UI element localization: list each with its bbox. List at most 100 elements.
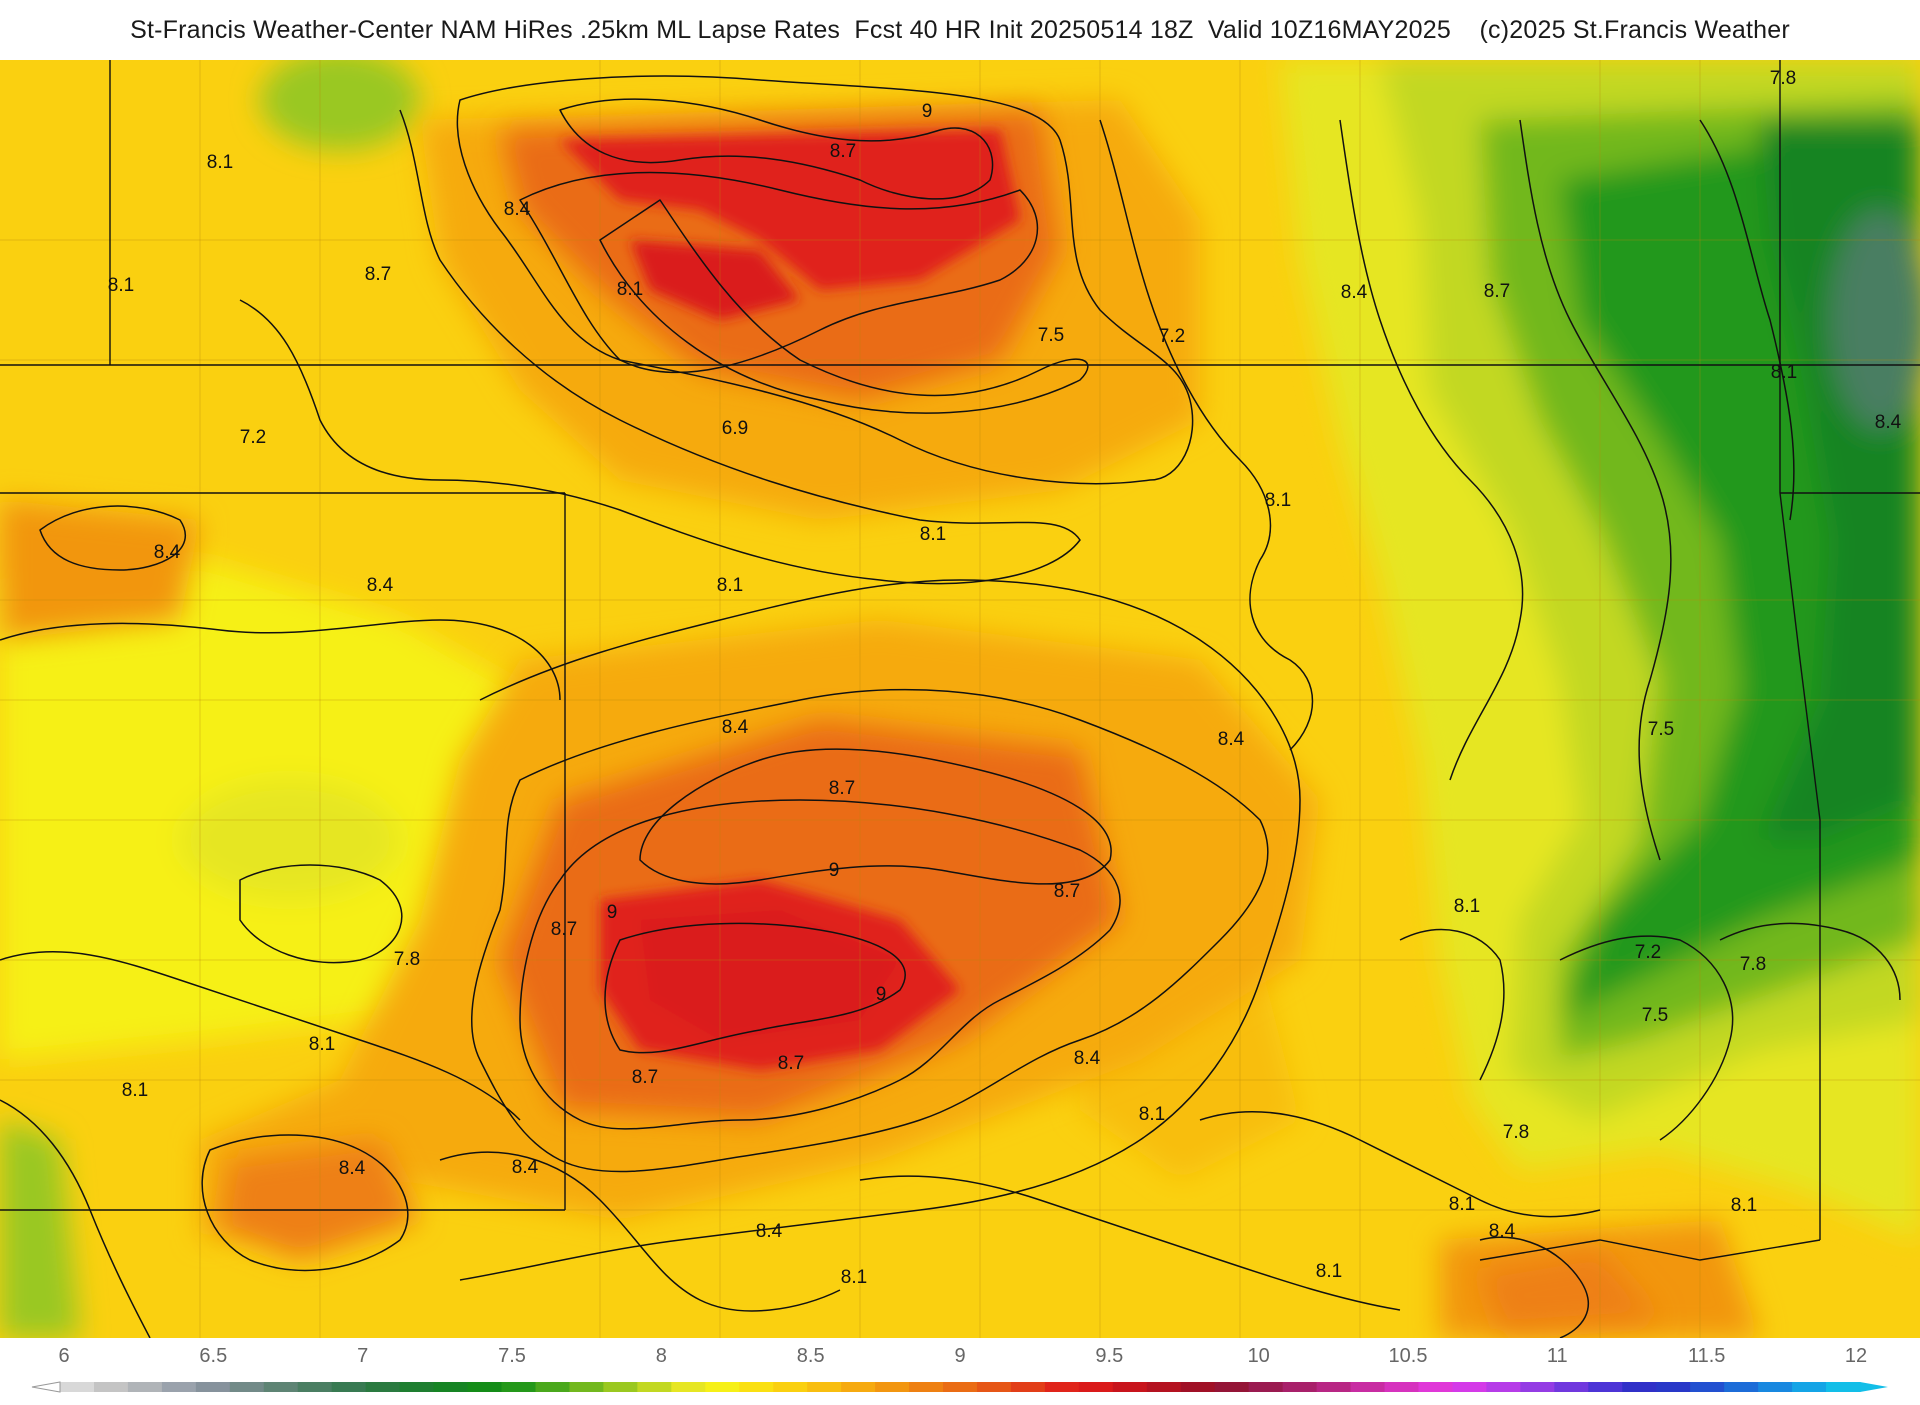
colorbar-tick-label: 7.5 (498, 1345, 526, 1367)
contour-label: 8.4 (512, 1157, 539, 1178)
colorbar-swatch (1350, 1382, 1386, 1392)
contour-label: 8.1 (717, 575, 743, 596)
contour-label: 7.2 (240, 427, 266, 448)
colorbar-swatch (875, 1382, 910, 1392)
colorbar-swatch (1180, 1382, 1216, 1392)
colorbar-tick-label: 11 (1547, 1345, 1568, 1367)
contour-label: 8.4 (504, 199, 531, 220)
contour-label: 9 (607, 902, 618, 923)
contour-label: 8.1 (617, 279, 643, 300)
colorbar-swatch (671, 1382, 706, 1392)
contour-label: 8.7 (551, 919, 577, 940)
colorbar-svg: 6 6.5 7 7.5 8 8.5 9 9.5 10 10.5 11 11.5 12 (31, 1345, 1888, 1393)
colorbar-swatch (60, 1382, 95, 1392)
contour-label: 7.2 (1635, 942, 1661, 963)
contour-label: 8.1 (841, 1267, 867, 1288)
contour-label: 7.2 (1159, 326, 1185, 347)
colorbar-swatch (195, 1382, 231, 1392)
contour-label: 8.7 (1054, 881, 1080, 902)
colorbar-swatch (1486, 1382, 1521, 1392)
colorbar-swatch (399, 1382, 435, 1392)
contour-label: 7.5 (1642, 1005, 1668, 1026)
contour-label: 8.4 (1341, 282, 1368, 303)
colorbar-swatch (1248, 1382, 1284, 1392)
contour-label: 8.1 (1265, 490, 1291, 511)
colorbar-swatch (1554, 1382, 1589, 1392)
colorbar-tick-label: 6.5 (199, 1345, 227, 1367)
colorbar-swatch (1316, 1382, 1352, 1392)
contour-label: 8.4 (1218, 729, 1245, 750)
colorbar-swatch (976, 1382, 1012, 1392)
contour-label: 8.7 (829, 778, 855, 799)
contour-label: 8.4 (722, 717, 749, 738)
colorbar-tick-labels: 6 6.5 7 7.5 8 8.5 9 9.5 10 10.5 11 11.5 12 (58, 1345, 1867, 1367)
contour-label: 8.7 (632, 1067, 658, 1088)
title-bar: St-Francis Weather-Center NAM HiRes .25k… (0, 0, 1920, 60)
colorbar-swatch (943, 1382, 978, 1392)
colorbar-tick-label: 10.5 (1389, 1345, 1428, 1367)
colorbar-tick-label: 10 (1248, 1345, 1270, 1367)
colorbar-low-arrow (31, 1381, 61, 1393)
state-and-county-boundaries (0, 60, 1920, 1338)
contour-label: 8.1 (122, 1080, 148, 1101)
contour-label: 9 (829, 860, 840, 881)
contour-label: 6.9 (722, 418, 748, 439)
contour-label: 8.1 (309, 1034, 335, 1055)
colorbar-swatch (127, 1382, 163, 1392)
colorbar-tick-label: 12 (1845, 1345, 1867, 1367)
colorbar-swatch (1520, 1382, 1555, 1392)
colorbar-swatch (1384, 1382, 1420, 1392)
colorbar-swatch (1214, 1382, 1250, 1392)
contour-label: 7.8 (1503, 1122, 1529, 1143)
contour-label: 8.1 (108, 275, 134, 296)
contour-label: 8.1 (920, 524, 946, 545)
colorbar-swatch (569, 1382, 604, 1392)
contour-label: 7.8 (394, 949, 420, 970)
lapse-rate-contours (0, 75, 1901, 1338)
colorbar-swatch (841, 1382, 876, 1392)
contour-label: 8.1 (1731, 1195, 1757, 1216)
contour-label: 7.8 (1770, 68, 1796, 89)
contour-label: 8.4 (756, 1221, 783, 1242)
colorbar-swatch (365, 1382, 401, 1392)
contour-label: 8.4 (154, 542, 181, 563)
colorbar-gradient (31, 1381, 1888, 1393)
colorbar-swatch (467, 1382, 503, 1392)
contour-label: 8.7 (830, 141, 856, 162)
colorbar-swatch (1656, 1382, 1691, 1392)
colorbar-high-arrow (1860, 1382, 1888, 1392)
contour-label: 8.1 (207, 152, 233, 173)
colorbar-swatch (1452, 1382, 1488, 1392)
contour-label: 9 (922, 101, 933, 122)
colorbar-swatch (1078, 1382, 1114, 1392)
colorbar-swatch (1418, 1382, 1454, 1392)
colorbar-swatch (1010, 1382, 1046, 1392)
colorbar-tick-label: 6 (58, 1345, 69, 1367)
contour-label: 8.4 (367, 575, 394, 596)
lapse-rate-map: 9 8.7 8.1 8.4 8.1 8.7 8.1 8.4 8.7 7.8 7.5 7.2 8.1 8.4… (0, 60, 1920, 1338)
colorbar-swatch (297, 1382, 333, 1392)
colorbar-swatch (1588, 1382, 1623, 1392)
contour-label: 8.7 (778, 1053, 804, 1074)
colorbar-tick-label: 8.5 (797, 1345, 825, 1367)
contour-label: 8.4 (1074, 1048, 1101, 1069)
colorbar-swatch (603, 1382, 638, 1392)
colorbar-swatch (1826, 1382, 1861, 1392)
contour-label: 8.1 (1454, 896, 1480, 917)
contour-label: 7.5 (1648, 719, 1674, 740)
colorbar-swatch (535, 1382, 571, 1392)
contour-label: 9 (876, 984, 887, 1005)
colorbar: 6 6.5 7 7.5 8 8.5 9 9.5 10 10.5 11 11.5 12 (0, 1338, 1920, 1400)
colorbar-swatch (1112, 1382, 1148, 1392)
colorbar-swatch (1282, 1382, 1318, 1392)
colorbar-swatch (1758, 1382, 1793, 1392)
colorbar-swatch (1724, 1382, 1759, 1392)
map-title: St-Francis Weather-Center NAM HiRes .25k… (130, 16, 1790, 44)
contour-labels: 9 8.7 8.1 8.4 8.1 8.7 8.1 8.4 8.7 7.8 7.5 7.2 8.1 8.4… (108, 68, 1902, 1288)
contour-label: 8.1 (1771, 362, 1797, 383)
colorbar-tick-label: 11.5 (1688, 1345, 1725, 1367)
colorbar-swatch (1146, 1382, 1182, 1392)
colorbar-swatch (229, 1382, 265, 1392)
contour-label: 8.7 (365, 264, 391, 285)
contour-label: 8.4 (1875, 412, 1902, 433)
